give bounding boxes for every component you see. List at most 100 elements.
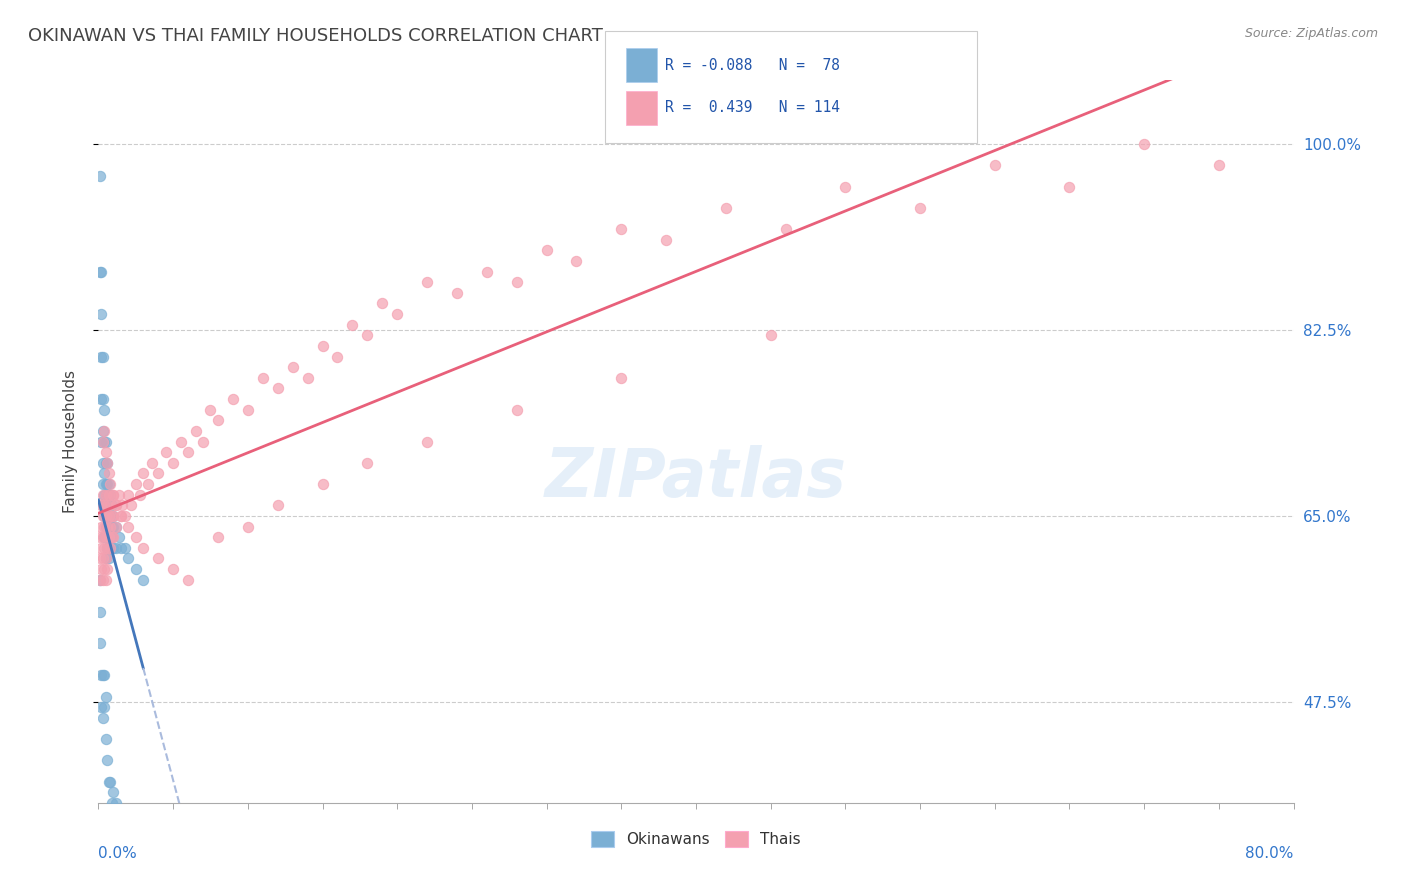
Point [89,530,111,544]
Point [98,508,122,523]
Point [91,350,114,364]
Point [103,519,125,533]
Point [162,456,184,470]
Point [169,434,191,449]
Point [191,434,214,449]
Point [565,254,588,268]
Point [96,541,118,555]
Point [91,573,114,587]
Point [536,244,558,258]
Point [96,519,118,533]
Point [97,530,120,544]
Point [267,381,290,395]
Point [91,711,114,725]
Point [371,296,394,310]
Point [110,508,132,523]
Point [93,668,115,682]
Point [101,498,124,512]
Point [356,328,378,343]
Point [98,519,122,533]
Point [91,551,114,566]
Point [94,508,117,523]
Point [97,488,120,502]
Point [342,318,364,332]
Point [94,551,117,566]
Point [94,530,117,544]
Point [89,573,111,587]
Point [141,456,163,470]
Point [96,508,118,523]
Point [207,413,229,427]
Point [136,477,159,491]
Text: Source: ZipAtlas.com: Source: ZipAtlas.com [1244,27,1378,40]
Point [177,573,200,587]
Point [93,498,115,512]
Point [1059,179,1081,194]
Point [94,519,117,533]
Point [94,434,117,449]
Point [103,541,125,555]
Point [90,434,112,449]
Point [97,477,120,491]
Point [89,264,111,278]
Point [148,551,170,566]
Point [114,508,136,523]
Point [1208,158,1230,172]
Point [90,562,112,576]
Point [97,530,120,544]
Point [90,541,112,555]
Point [98,541,122,555]
Point [132,541,155,555]
Point [385,307,409,321]
Point [1133,136,1156,151]
Point [94,498,117,512]
Point [775,222,797,236]
Point [90,264,112,278]
Point [108,488,131,502]
Point [97,488,120,502]
Text: R =  0.439   N = 114: R = 0.439 N = 114 [665,101,839,115]
Point [125,562,148,576]
Point [98,774,122,789]
Point [97,508,120,523]
Point [103,488,125,502]
Point [91,424,114,438]
Point [103,530,125,544]
Point [111,498,134,512]
Point [311,339,333,353]
Point [475,264,498,278]
Point [120,498,142,512]
Point [96,530,118,544]
Point [90,700,112,714]
Point [132,573,155,587]
Point [93,541,115,555]
Point [98,541,122,555]
Point [94,573,117,587]
Point [90,350,112,364]
Point [90,668,112,682]
Point [326,350,349,364]
Point [105,796,128,810]
Point [90,392,112,406]
Point [610,371,633,385]
Point [110,508,132,523]
Point [506,275,529,289]
Point [103,508,125,523]
Text: R = -0.088   N =  78: R = -0.088 N = 78 [665,58,839,72]
Point [105,541,128,555]
Point [98,498,122,512]
Point [125,530,148,544]
Point [416,434,439,449]
Point [103,785,125,799]
Point [96,477,118,491]
Point [91,508,114,523]
Point [297,371,319,385]
Point [96,753,118,767]
Point [356,456,378,470]
Point [96,541,118,555]
Point [96,456,118,470]
Point [101,530,124,544]
Text: ZIPatlas: ZIPatlas [546,445,846,510]
Point [96,456,118,470]
Point [267,498,290,512]
